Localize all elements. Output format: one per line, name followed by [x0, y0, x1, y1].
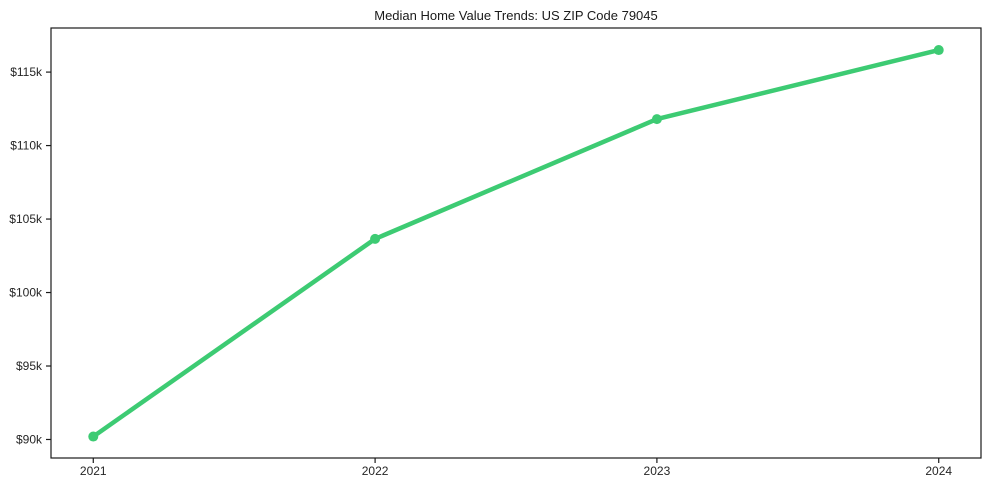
- plot-area: $90k $95k $100k $105k $110k $115k 2021 2022 2023…: [9, 27, 982, 478]
- x-axis-tick-label: 2023: [644, 464, 671, 478]
- y-axis-tick-label: $105k: [9, 212, 43, 226]
- y-axis-tick-label: $115k: [10, 65, 43, 79]
- y-axis-tick-label: $100k: [9, 286, 43, 300]
- x-axis-tick-label: 2022: [362, 464, 389, 478]
- data-point-marker: [651, 114, 662, 125]
- data-point-marker: [933, 45, 944, 56]
- data-point-marker: [88, 431, 99, 442]
- data-point-marker: [370, 233, 381, 244]
- x-axis-tick-label: 2021: [80, 464, 107, 478]
- x-axis-tick-label: 2024: [925, 464, 952, 478]
- plot-frame: [50, 27, 982, 459]
- y-axis-tick-label: $95k: [16, 359, 43, 373]
- y-axis-tick-label: $110k: [10, 139, 43, 153]
- chart-title: Median Home Value Trends: US ZIP Code 79…: [374, 8, 658, 23]
- trend-line: [91, 47, 941, 439]
- y-axis-tick-label: $90k: [16, 432, 43, 446]
